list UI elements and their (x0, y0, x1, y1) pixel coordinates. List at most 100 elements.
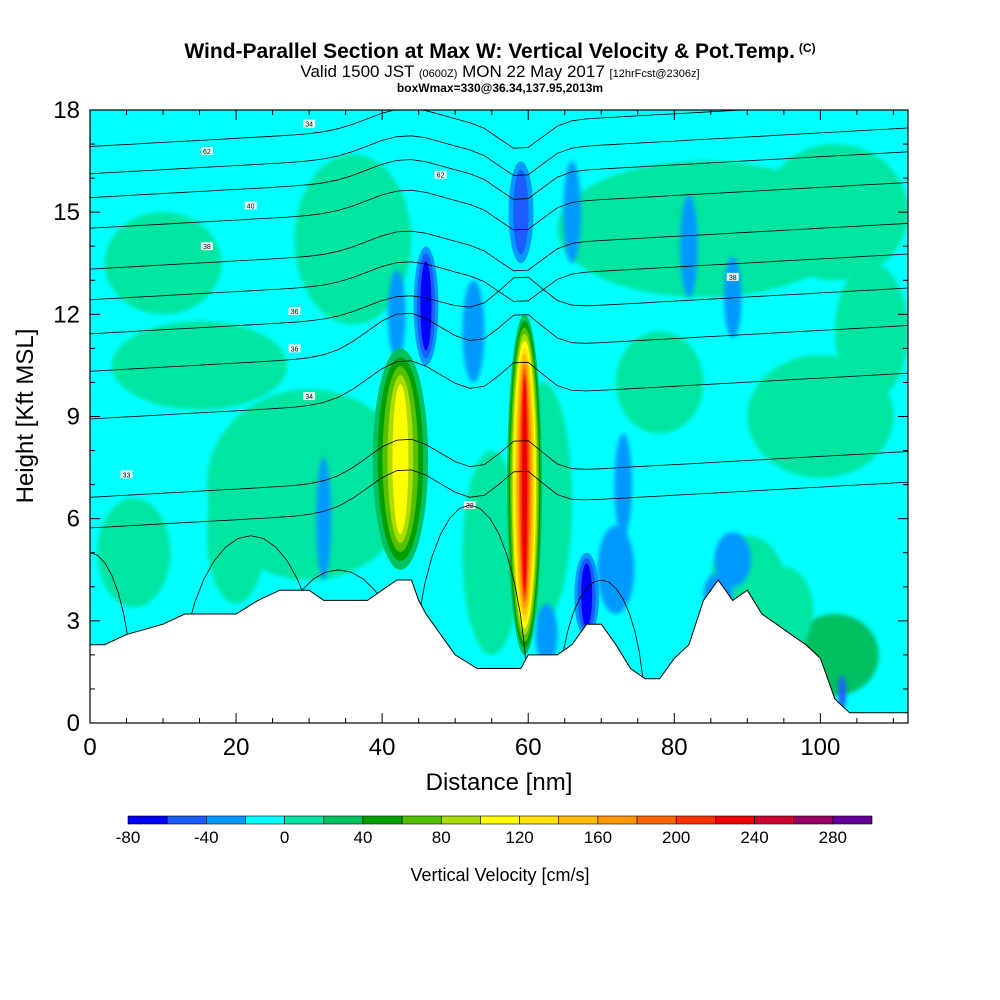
field-patch-28 (838, 675, 846, 710)
field-patch-7 (294, 154, 412, 325)
field-patch-26 (535, 603, 558, 666)
colorbar-tick-label: 240 (740, 828, 768, 847)
theta-contour-3 (90, 182, 908, 231)
y-tick-label: 18 (53, 97, 80, 124)
theta-label-7: 36 (291, 346, 299, 353)
velocity-field (97, 144, 908, 723)
colorbar-tick-label: 200 (662, 828, 690, 847)
field-patch-10 (462, 450, 521, 655)
field-patch-8 (104, 212, 222, 315)
theta-label-bg-9 (120, 470, 133, 479)
theta-label-bg-3 (244, 201, 257, 210)
colorbar-swatch (245, 815, 285, 825)
colorbar-tick-labels: -80 -40 0 40 80 120 160 200 240 280 (116, 828, 847, 847)
downdraft-core-2-2 (420, 261, 432, 351)
downdraft-core-3-1 (513, 169, 529, 255)
theta-label-bg-1 (200, 146, 213, 155)
valid-date: MON 22 May 2017 (462, 62, 605, 81)
colorbar-swatch (754, 815, 794, 825)
x-axis-label: Distance [nm] (426, 769, 573, 796)
theta-label-bg-4 (200, 242, 213, 251)
colorbar-swatch (284, 815, 325, 825)
valid-time: Valid 1500 JST (300, 62, 415, 81)
field-patch-15 (834, 263, 908, 400)
colorbar-swatch (832, 815, 873, 825)
colorbar-swatch (715, 815, 755, 825)
theta-contour-7 (90, 312, 908, 372)
theta-label-3: 40 (247, 203, 255, 210)
colorbar-tick-label: 160 (584, 828, 612, 847)
field-patch-24 (714, 532, 751, 587)
terrain (90, 579, 908, 723)
field-patch-21 (680, 195, 698, 298)
field-patch-6 (206, 467, 266, 604)
theta-contour-9 (90, 438, 908, 498)
colorbar-swatch (597, 815, 638, 825)
box-wmax-info: boxWmax=330@36.34,137.95,2013m (396, 81, 604, 95)
colorbar-label: Vertical Velocity [cm/s] (410, 865, 589, 885)
x-tick-label: 80 (661, 734, 688, 761)
theta-contour-0 (90, 110, 750, 149)
colorbar-tick-label: 80 (432, 828, 451, 847)
theta-label-6: 36 (291, 309, 299, 316)
theta-contour-5 (90, 253, 908, 302)
colorbar-swatch (793, 815, 834, 825)
colorbar-swatch (323, 815, 364, 825)
theta-contour-8 (90, 360, 908, 420)
colorbar-swatch (480, 815, 520, 825)
colorbar-tick-label: 120 (505, 828, 533, 847)
field-patch-3 (761, 144, 908, 281)
chart-title: Wind-Parallel Section at Max W: Vertical… (0, 36, 1000, 64)
theta-contour-10 (90, 469, 908, 529)
theta-label-10: 32 (466, 503, 474, 510)
y-tick-labels: 0 3 6 9 12 15 18 (53, 97, 80, 737)
colorbar-swatch (675, 815, 716, 825)
colorbar-tick-label: -80 (116, 828, 141, 847)
colorbar-tick-label: -40 (194, 828, 219, 847)
x-tick-label: 60 (515, 734, 542, 761)
theta-label-bg-0 (303, 119, 316, 128)
plot-area: 34 62 62 40 38 38 36 36 34 33 32 (90, 110, 908, 723)
copyright-mark: (C) (798, 41, 816, 55)
forecast-info: [12hrFcst@2306z] (609, 68, 700, 80)
field-patch-5 (97, 498, 171, 608)
updraft-downdraft-layer (372, 161, 600, 655)
colorbar-swatch (519, 815, 560, 825)
colorbar-swatch (362, 815, 403, 825)
y-tick-label: 15 (53, 199, 80, 226)
field-patch-19 (462, 280, 485, 383)
y-tick-label: 3 (67, 608, 80, 635)
theta-label-8: 34 (305, 394, 313, 401)
colorbar-swatch (440, 815, 481, 825)
theta-contour-4 (90, 222, 908, 272)
field-patch-27 (614, 433, 632, 536)
field-patch-17 (316, 457, 332, 580)
valid-time-zulu: (0600Z) (418, 68, 458, 80)
theta-contour-1 (90, 127, 908, 176)
theta-label-0: 34 (305, 122, 313, 129)
theta-label-bg-6 (288, 306, 301, 315)
theta-label-5: 38 (729, 275, 737, 282)
colorbar-swatch (206, 815, 246, 825)
theta-label-2: 62 (437, 173, 445, 180)
y-tick-label: 12 (53, 301, 80, 328)
colorbar-tick-label: 280 (819, 828, 847, 847)
x-tick-label: 0 (83, 734, 96, 761)
y-tick-label: 6 (67, 506, 80, 533)
theta-label-bg-7 (288, 344, 301, 353)
theta-label-1: 62 (203, 149, 211, 156)
x-tick-label: 40 (369, 734, 396, 761)
colorbar-swatch (166, 815, 207, 825)
field-patch-14 (615, 331, 704, 434)
downdraft-core-4-2 (581, 563, 593, 628)
chart-title-block: Wind-Parallel Section at Max W: Vertical… (0, 36, 1000, 95)
theta-label-bg-2 (434, 170, 447, 179)
colorbar-swatch (401, 815, 442, 825)
x-tick-label: 20 (223, 734, 250, 761)
y-tick-label: 0 (67, 710, 80, 737)
theta-label-bg-8 (303, 392, 316, 401)
valid-time-line: Valid 1500 JST (0600Z) MON 22 May 2017 [… (0, 62, 1000, 82)
updraft-core-1-4 (392, 383, 409, 535)
y-axis-label: Height [Kft MSL] (12, 329, 39, 504)
x-tick-labels: 0 20 40 60 80 100 (83, 734, 840, 761)
